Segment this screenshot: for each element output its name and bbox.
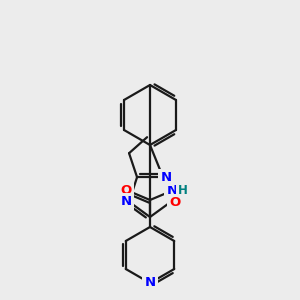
Text: N: N <box>121 195 132 208</box>
Text: N: N <box>167 184 178 197</box>
Text: N: N <box>144 277 156 290</box>
Text: H: H <box>178 184 188 197</box>
Text: N: N <box>160 171 172 184</box>
Text: O: O <box>169 196 181 209</box>
Text: O: O <box>120 184 132 197</box>
